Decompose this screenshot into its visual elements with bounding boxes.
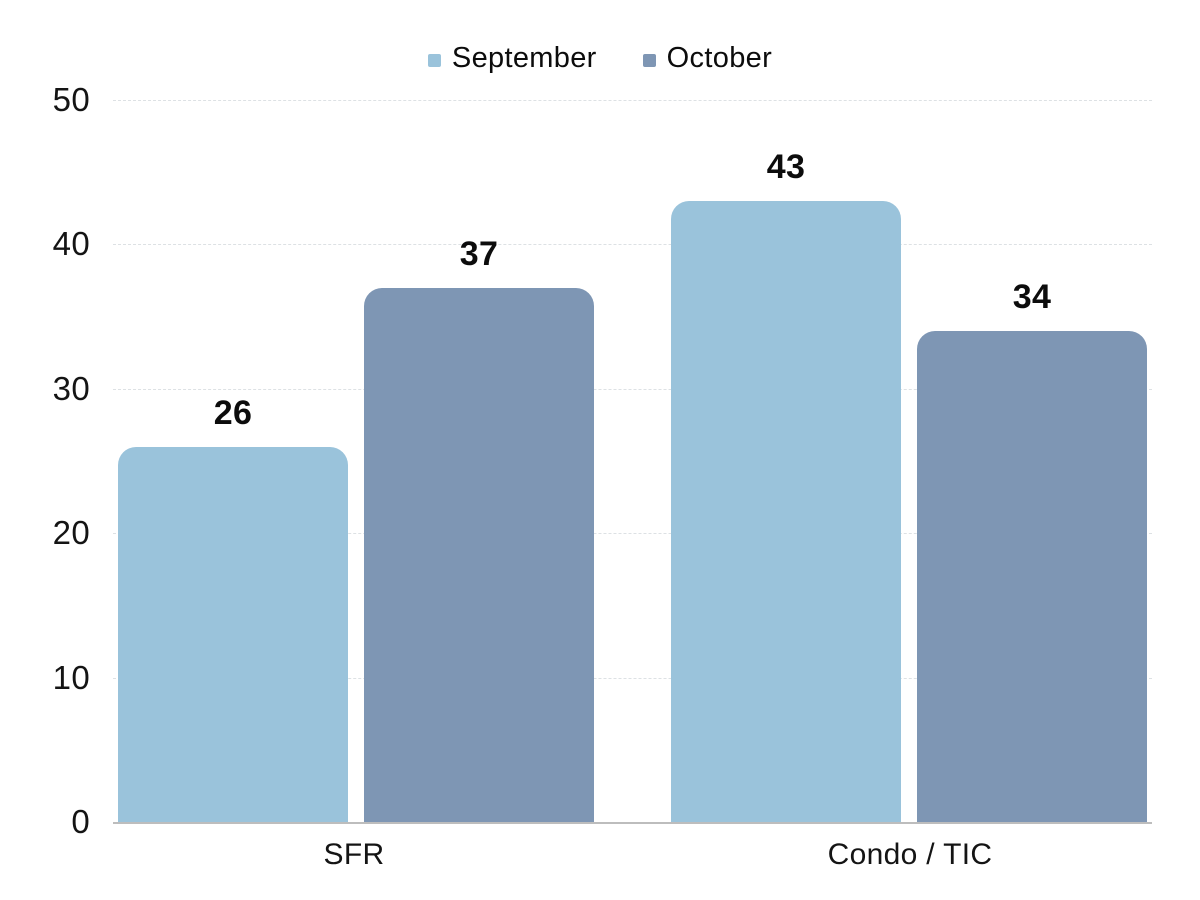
value-label-october-1: 34 — [1012, 278, 1052, 317]
value-label-september-1: 43 — [766, 148, 806, 187]
bar-october-0 — [364, 287, 594, 822]
x-axis-label-condo-tic: Condo / TIC — [827, 838, 993, 871]
bar-october-1 — [917, 331, 1147, 822]
gridline-30 — [113, 388, 1152, 390]
legend-item-october: October — [642, 42, 773, 75]
x-axis-label-sfr: SFR — [323, 838, 385, 871]
value-label-october-0: 37 — [459, 234, 499, 273]
legend-label-october: October — [666, 42, 773, 74]
y-tick-label-30: 30 — [52, 369, 90, 407]
y-tick-label-40: 40 — [52, 225, 90, 263]
bar-september-1 — [671, 201, 901, 822]
legend: September October — [0, 42, 1200, 75]
value-label-september-0: 26 — [213, 393, 253, 432]
plot-area: 26 37 43 34 — [113, 100, 1152, 824]
y-tick-label-50: 50 — [52, 81, 90, 118]
bar-september-0 — [118, 446, 348, 822]
bar-group-0: 26 37 — [118, 100, 594, 822]
legend-swatch-october — [642, 53, 656, 67]
gridline-40 — [113, 244, 1152, 246]
gridline-20 — [113, 533, 1152, 535]
bar-group-1: 43 34 — [671, 100, 1147, 822]
y-tick-label-20: 20 — [52, 514, 90, 552]
legend-swatch-september — [427, 53, 441, 67]
gridline-10 — [113, 677, 1152, 679]
legend-label-september: September — [451, 42, 597, 74]
y-tick-label-0: 0 — [71, 803, 90, 840]
gridline-50 — [113, 100, 1152, 101]
y-tick-label-10: 10 — [52, 658, 90, 696]
legend-item-september: September — [427, 42, 597, 75]
